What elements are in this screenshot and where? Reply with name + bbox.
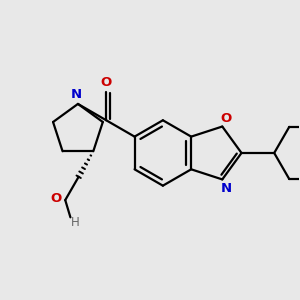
- Text: O: O: [220, 112, 232, 125]
- Text: O: O: [100, 76, 112, 89]
- Text: O: O: [51, 192, 62, 205]
- Text: H: H: [71, 216, 80, 229]
- Text: N: N: [70, 88, 82, 100]
- Text: N: N: [221, 182, 232, 195]
